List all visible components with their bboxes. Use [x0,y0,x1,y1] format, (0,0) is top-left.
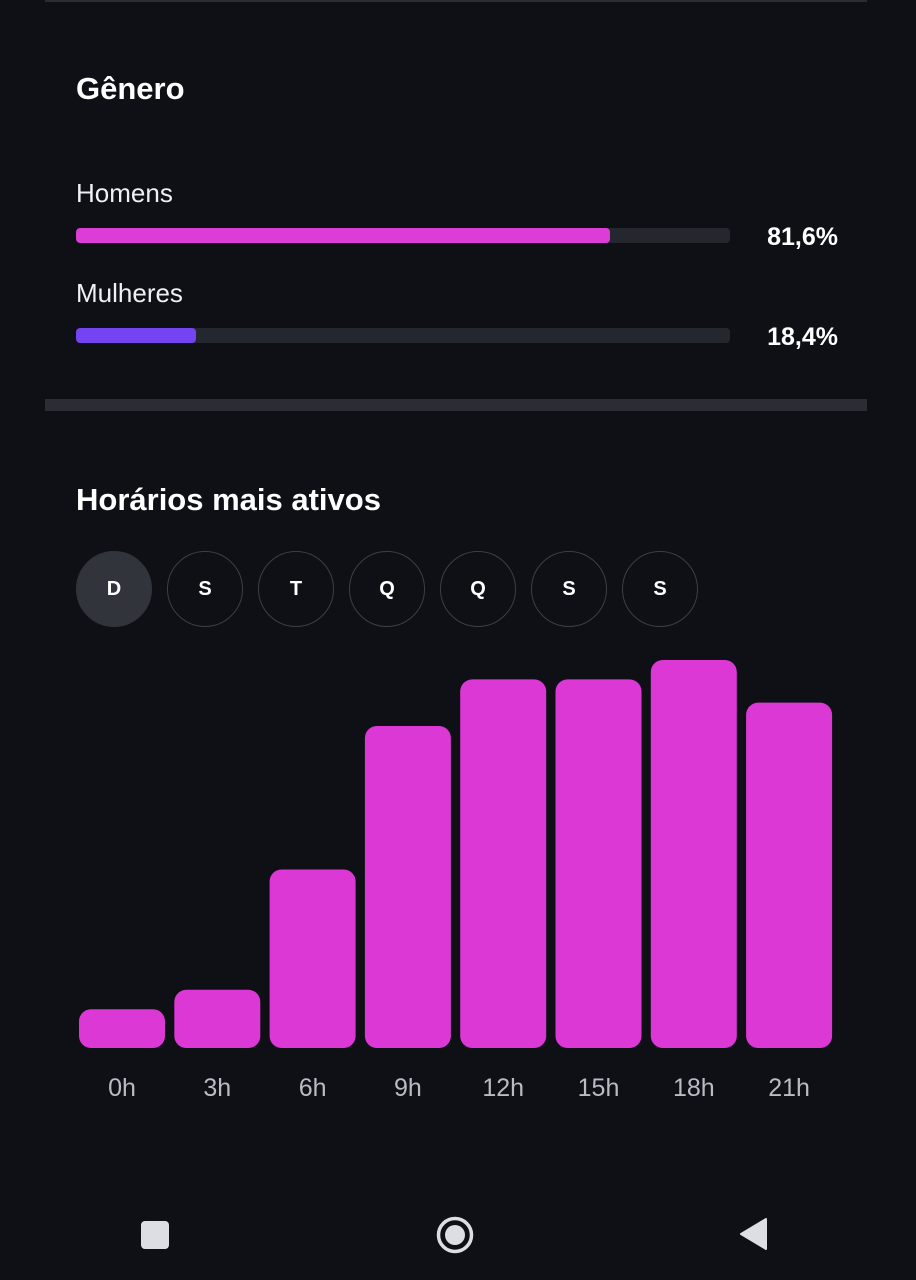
tick-label-6h: 6h [299,1074,327,1102]
men-percent: 81,6% [767,223,838,251]
home-icon[interactable] [436,1216,474,1254]
hour-bar-21h[interactable] [746,702,833,1048]
tick-label-21h: 21h [768,1074,810,1102]
top-divider [45,0,867,2]
tick-label-12h: 12h [482,1074,524,1102]
women-label: Mulheres [76,278,183,308]
tick-label-15h: 15h [578,1074,620,1102]
gender-title: Gênero [76,71,185,106]
hour-bar-3h[interactable] [174,989,261,1048]
gender-row-men: Homens 81,6% [76,180,838,250]
hour-bar-15h[interactable] [555,679,642,1048]
hour-bar-18h[interactable] [650,660,737,1048]
day-chip-2[interactable]: T [258,551,334,627]
active-hours-chart: 0h 3h 6h 9h 12h 15h 18h 21h [79,660,833,1102]
recent-apps-icon[interactable] [141,1221,169,1249]
hour-bar-9h[interactable] [364,725,451,1048]
tick-label-3h: 3h [203,1074,231,1102]
day-chip-6[interactable]: S [622,551,698,627]
day-chip-0[interactable]: D [76,551,152,627]
hour-bar-0h[interactable] [79,1009,165,1048]
men-label: Homens [76,178,173,208]
tick-label-18h: 18h [673,1074,715,1102]
hour-bar-12h[interactable] [460,679,547,1048]
day-chip-3[interactable]: Q [349,551,425,627]
section-divider [45,399,867,411]
men-progress-fill [76,228,610,243]
day-chip-1[interactable]: S [167,551,243,627]
active-hours-title: Horários mais ativos [76,482,381,517]
hour-bar-6h[interactable] [269,869,356,1048]
women-progress-track [76,328,730,343]
tick-label-9h: 9h [394,1074,422,1102]
tick-label-0h: 0h [108,1074,136,1102]
women-percent: 18,4% [767,323,838,351]
day-chip-4[interactable]: Q [440,551,516,627]
men-progress-track [76,228,730,243]
gender-row-women: Mulheres 18,4% [76,280,838,350]
system-nav-bar [0,1190,916,1280]
women-progress-fill [76,328,197,343]
day-chip-5[interactable]: S [531,551,607,627]
back-icon[interactable] [738,1217,768,1251]
